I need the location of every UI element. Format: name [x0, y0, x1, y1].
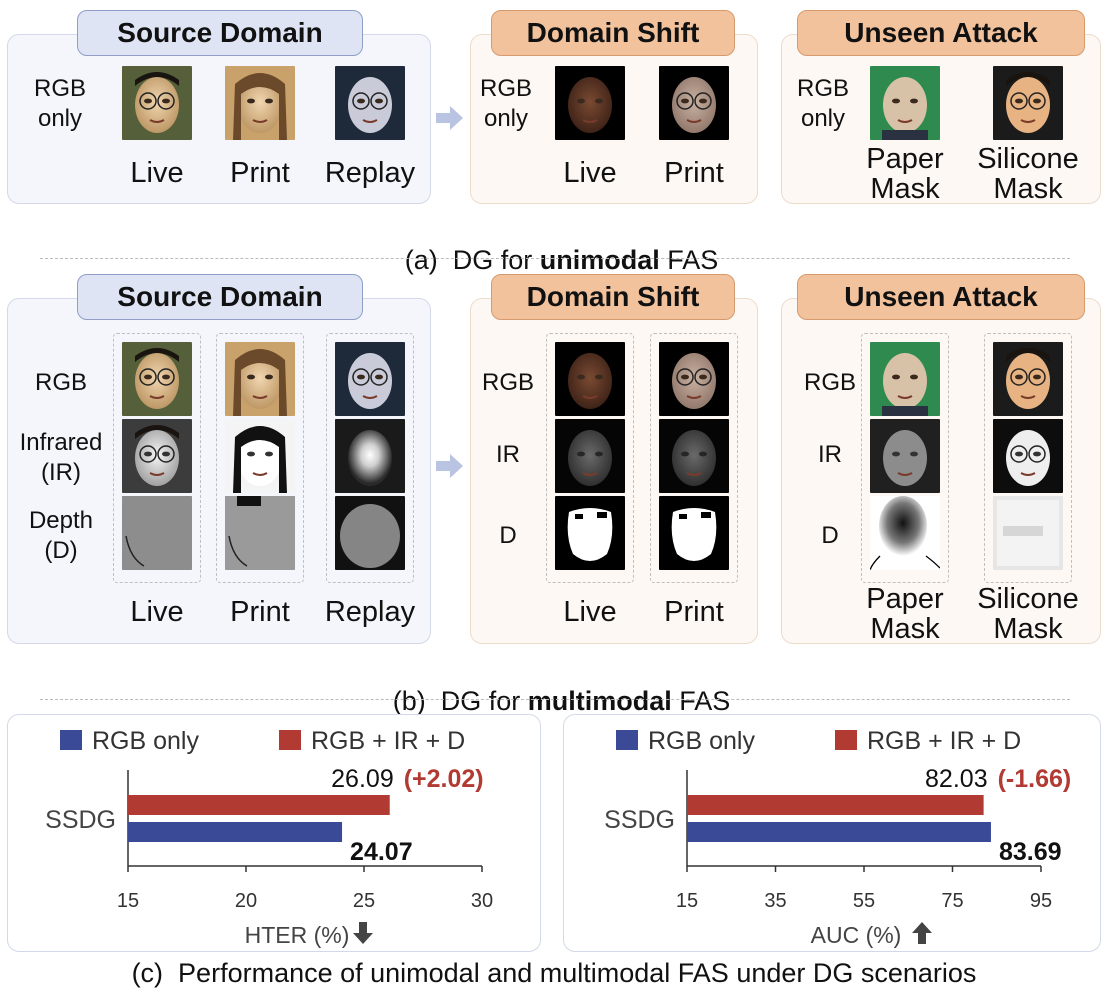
- a-source-print-thumb: [225, 66, 295, 140]
- b-attack-thumb-1-1: [993, 419, 1063, 493]
- a-shift-header: Domain Shift: [491, 10, 735, 56]
- a-attack-class-1: Silicone Mask: [977, 143, 1079, 205]
- b-shift-modality-2: D: [499, 522, 517, 549]
- b-source-class-0: Live: [130, 596, 184, 628]
- b-shift-group-0: [546, 333, 634, 583]
- a-attack-paper-thumb: [870, 66, 940, 140]
- a-arrow-icon: [436, 105, 464, 136]
- a-source-class-2: Replay: [324, 157, 416, 189]
- a-attack-header: Unseen Attack: [797, 10, 1085, 56]
- b-shift-modality-1: IR: [496, 441, 520, 468]
- divider-bc: [40, 699, 1070, 700]
- b-shift-thumb-1-0: [659, 342, 729, 416]
- a-source-header: Source Domain: [77, 10, 363, 56]
- b-attack-modality-0: RGB: [803, 369, 856, 396]
- a-caption: (a) DG for unimodal FAS: [404, 245, 719, 275]
- b-source-header: Source Domain: [77, 274, 363, 320]
- b-source-thumb-1-0: [225, 342, 295, 416]
- auc-chart-panel: [563, 714, 1101, 952]
- b-source-group-0: [113, 333, 201, 583]
- a-attack-class-0: Paper Mask: [866, 143, 944, 205]
- b-attack-group-0: [861, 333, 949, 583]
- b-shift-thumb-1-1: [659, 419, 729, 493]
- b-source-class-2: Replay: [324, 596, 416, 628]
- divider-ab: [40, 258, 1070, 259]
- b-shift-header: Domain Shift: [491, 274, 735, 320]
- b-shift-thumb-0-0: [555, 342, 625, 416]
- a-source-replay-thumb: [335, 66, 405, 140]
- b-source-group-2: [326, 333, 414, 583]
- a-attack-silicone-thumb: [993, 66, 1063, 140]
- b-source-thumb-2-0: [335, 342, 405, 416]
- a-shift-class-1: Print: [664, 157, 724, 189]
- b-attack-thumb-0-2: [870, 496, 940, 570]
- b-shift-class-1: Print: [664, 596, 724, 628]
- b-source-thumb-1-2: [225, 496, 295, 570]
- b-attack-thumb-0-0: [870, 342, 940, 416]
- b-attack-thumb-1-2: [993, 496, 1063, 570]
- b-shift-thumb-1-2: [659, 496, 729, 570]
- b-source-thumb-2-1: [335, 419, 405, 493]
- b-source-class-1: Print: [230, 596, 290, 628]
- b-shift-modality-0: RGB: [481, 369, 534, 396]
- hter-chart-panel: [7, 714, 541, 952]
- b-arrow-icon: [436, 453, 464, 484]
- a-source-modality-label: RGB only: [33, 75, 86, 132]
- b-source-modality-1: Infrared (IR): [19, 429, 103, 486]
- b-source-modality-0: RGB: [34, 369, 87, 396]
- a-source-class-0: Live: [130, 157, 184, 189]
- c-caption: (c) Performance of unimodal and multimod…: [131, 958, 977, 988]
- b-shift-class-0: Live: [563, 596, 617, 628]
- b-shift-group-1: [650, 333, 738, 583]
- b-attack-class-0: Paper Mask: [866, 583, 944, 645]
- b-source-thumb-0-1: [122, 419, 192, 493]
- b-shift-thumb-0-2: [555, 496, 625, 570]
- b-attack-thumb-0-1: [870, 419, 940, 493]
- b-attack-group-1: [984, 333, 1072, 583]
- a-source-live-thumb: [122, 66, 192, 140]
- b-attack-thumb-1-0: [993, 342, 1063, 416]
- b-source-thumb-0-2: [122, 496, 192, 570]
- b-source-thumb-0-0: [122, 342, 192, 416]
- b-source-thumb-1-1: [225, 419, 295, 493]
- b-source-group-1: [216, 333, 304, 583]
- a-shift-print-thumb: [659, 66, 729, 140]
- a-attack-modality-label: RGB only: [796, 75, 849, 132]
- b-attack-modality-1: IR: [818, 441, 842, 468]
- b-source-thumb-2-2: [335, 496, 405, 570]
- a-shift-class-0: Live: [563, 157, 617, 189]
- a-source-class-1: Print: [230, 157, 290, 189]
- b-attack-header: Unseen Attack: [797, 274, 1085, 320]
- b-caption: (b) DG for multimodal FAS: [392, 686, 731, 716]
- b-attack-modality-2: D: [821, 522, 839, 549]
- b-source-modality-2: Depth (D): [28, 507, 94, 564]
- a-shift-live-thumb: [555, 66, 625, 140]
- b-shift-thumb-0-1: [555, 419, 625, 493]
- b-attack-class-1: Silicone Mask: [977, 583, 1079, 645]
- a-shift-modality-label: RGB only: [479, 75, 532, 132]
